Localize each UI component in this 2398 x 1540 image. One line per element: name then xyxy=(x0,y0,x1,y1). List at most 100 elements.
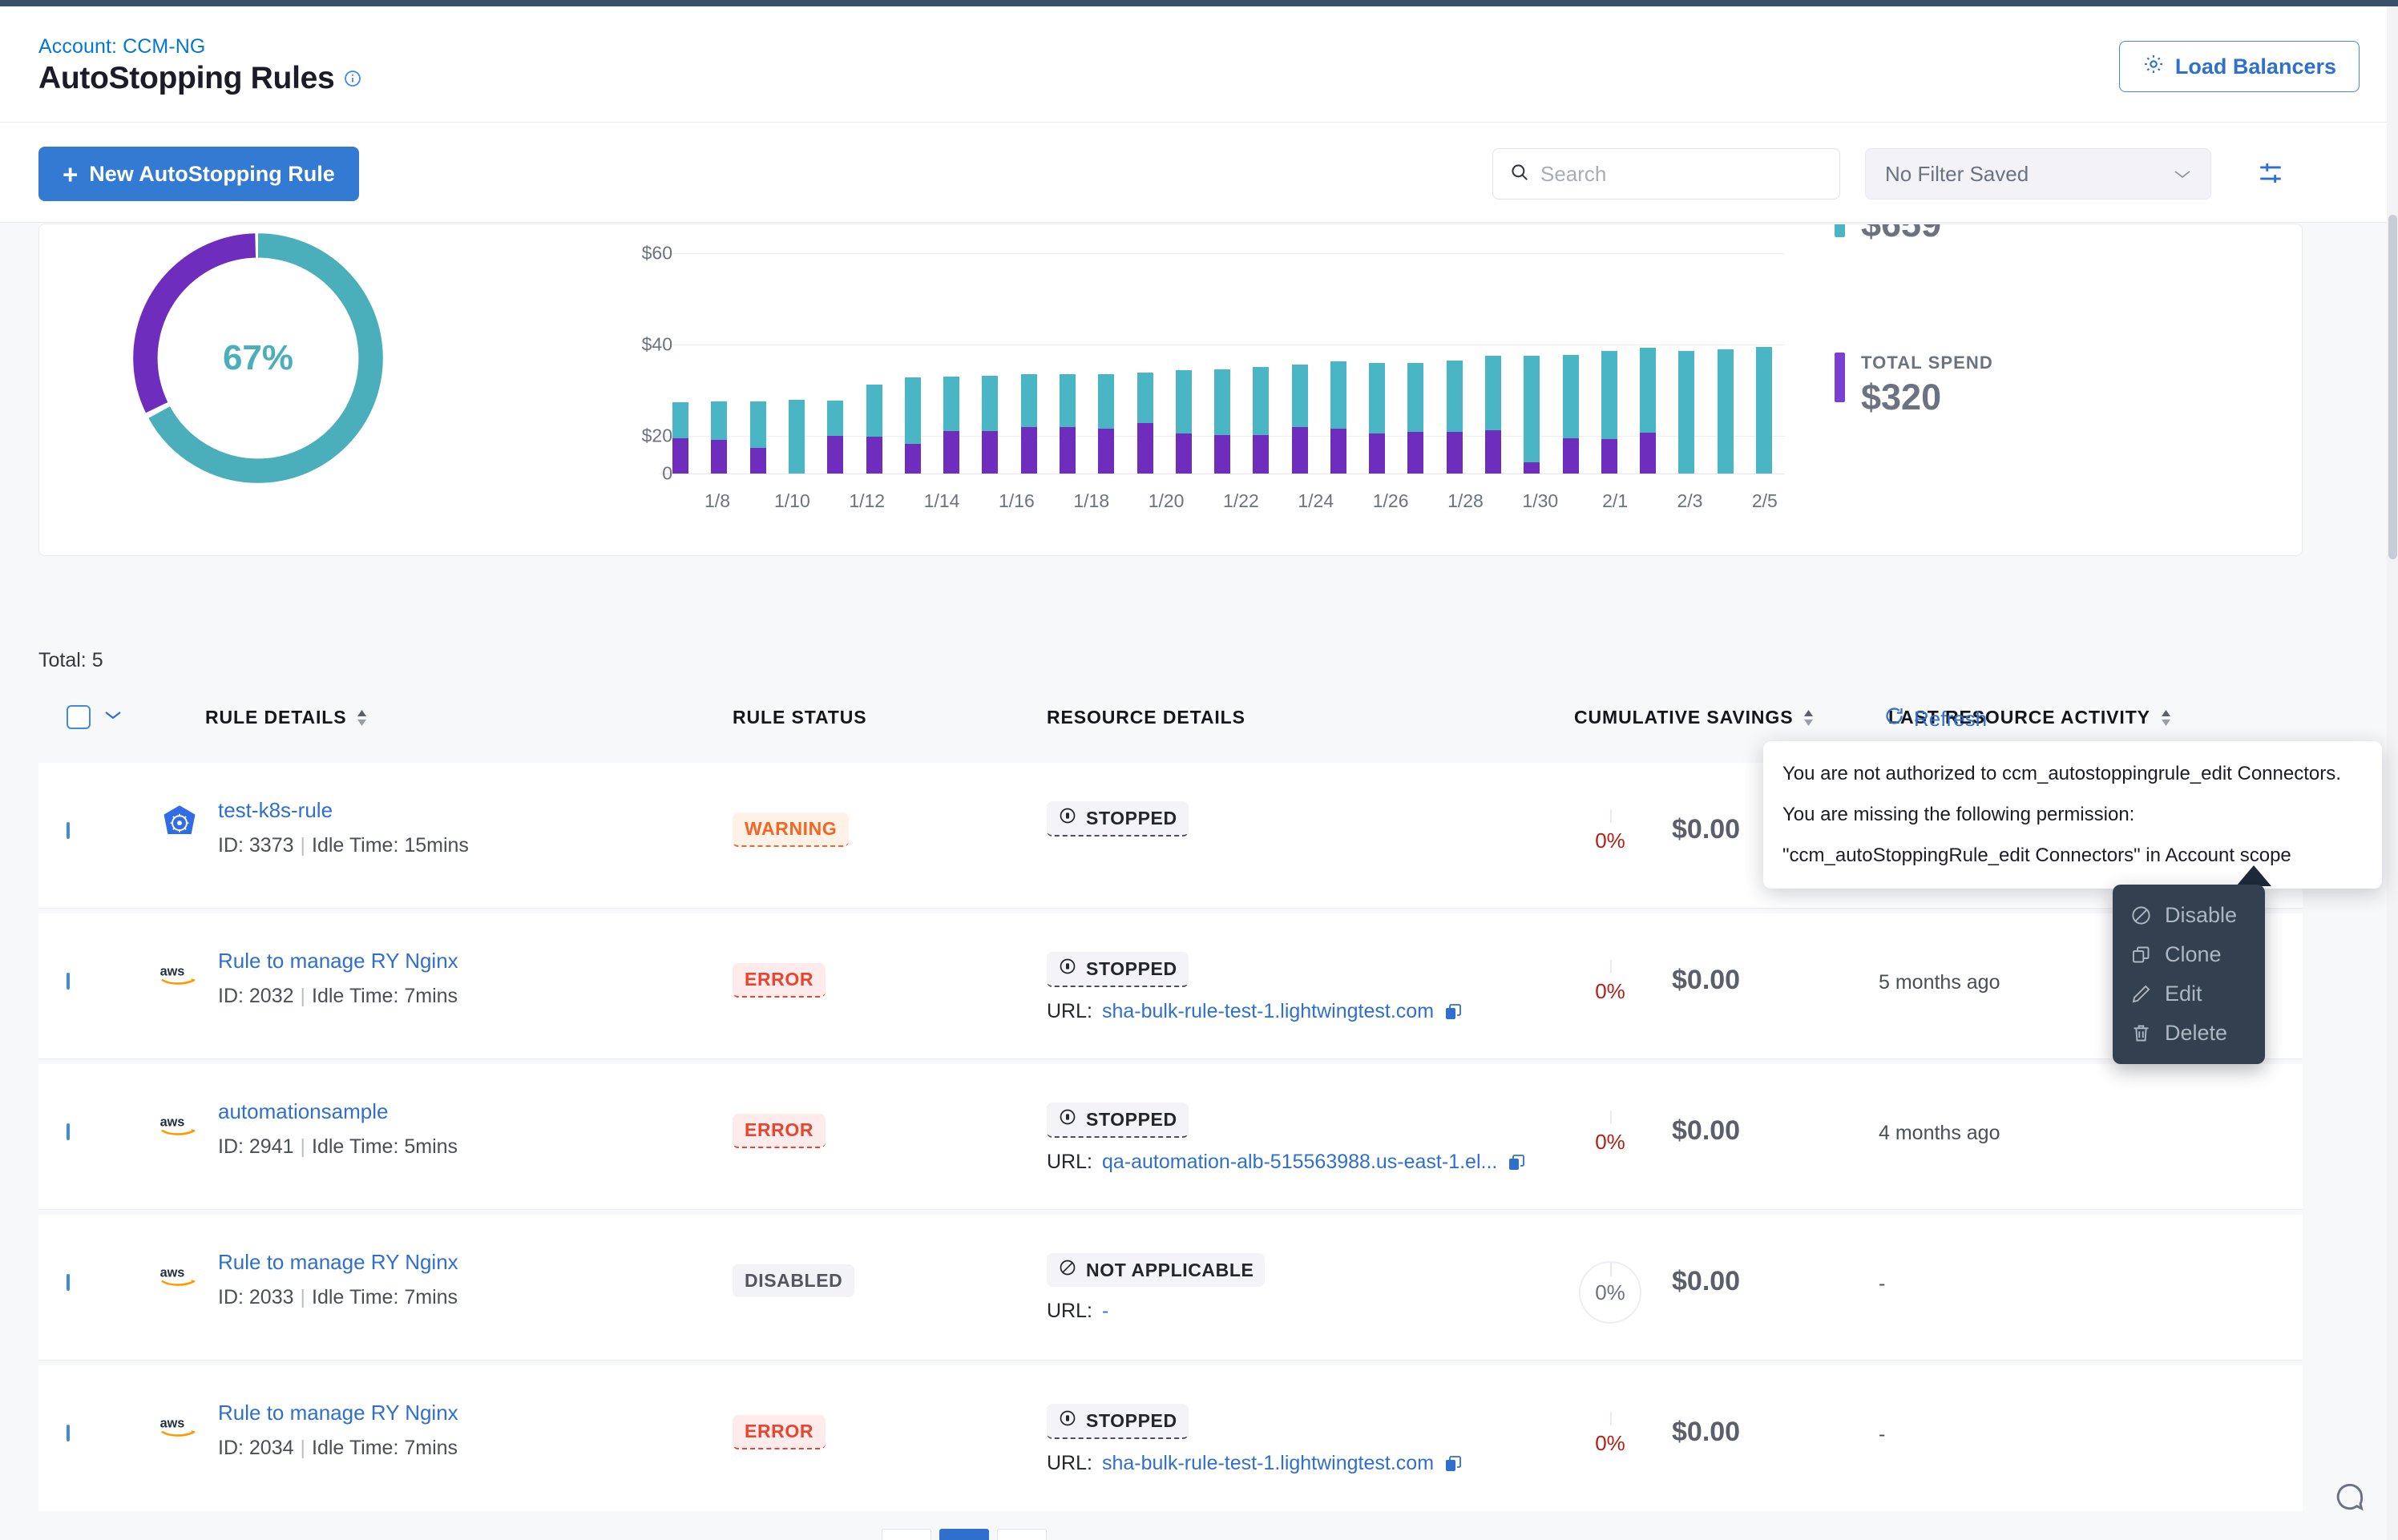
bar-segment-savings xyxy=(1717,349,1734,474)
bar-segment-spend xyxy=(982,431,999,474)
resource-state-badge[interactable]: STOPPED xyxy=(1047,801,1189,837)
x-tick-label xyxy=(1709,490,1746,512)
status-badge[interactable]: WARNING xyxy=(733,812,850,847)
rule-name-link[interactable]: Rule to manage RY Nginx xyxy=(218,949,458,973)
rule-name-link[interactable]: automationsample xyxy=(218,1099,389,1123)
table-row[interactable]: aws Rule to manage RY Nginx ID: 2032 | Idl… xyxy=(38,913,2303,1059)
x-tick-label xyxy=(1559,490,1597,512)
row-checkbox[interactable] xyxy=(67,973,70,990)
saved-filter-select[interactable]: No Filter Saved xyxy=(1865,148,2211,200)
column-label: CUMULATIVE SAVINGS xyxy=(1574,707,1794,728)
table-row[interactable]: aws Rule to manage RY Nginx ID: 2034 | Idl… xyxy=(38,1365,2303,1511)
account-breadcrumb[interactable]: Account: CCM-NG xyxy=(38,35,206,58)
page-scrollbar-track[interactable] xyxy=(2387,6,2398,1540)
row-checkbox[interactable] xyxy=(67,1425,70,1441)
copy-icon[interactable] xyxy=(1443,1002,1463,1022)
pagination-prev[interactable] xyxy=(882,1529,931,1540)
resource-state-badge[interactable]: STOPPED xyxy=(1047,952,1189,987)
bar-segment-savings xyxy=(866,385,882,437)
resource-url-link[interactable]: qa-automation-alb-515563988.us-east-1.el… xyxy=(1101,1151,1498,1173)
bar-column xyxy=(1241,288,1280,474)
resource-url-link[interactable]: sha-bulk-rule-test-1.lightwingtest.com xyxy=(1101,1000,1435,1022)
bar-column xyxy=(1165,288,1203,474)
total-count-label: Total: 5 xyxy=(38,649,103,671)
row-checkbox-cell[interactable] xyxy=(67,973,70,990)
row-checkbox-cell[interactable] xyxy=(67,1123,70,1140)
row-actions-kebab-button[interactable] xyxy=(2260,1415,2305,1460)
row-actions-kebab-button[interactable] xyxy=(2260,1264,2305,1309)
bar-segment-spend xyxy=(711,440,728,474)
new-autostopping-rule-button[interactable]: + New AutoStopping Rule xyxy=(38,147,359,201)
resource-url-link[interactable]: - xyxy=(1101,1300,1109,1322)
x-tick-label xyxy=(661,490,699,512)
rule-status-cell: DISABLED xyxy=(733,1264,855,1297)
table-row[interactable]: aws Rule to manage RY Nginx ID: 2033 | Idl… xyxy=(38,1215,2303,1361)
select-all-checkbox[interactable] xyxy=(67,705,91,729)
column-header-cumulative-savings[interactable]: CUMULATIVE SAVINGS xyxy=(1574,707,1815,728)
row-checkbox[interactable] xyxy=(67,1274,70,1291)
resource-details-cell: STOPPED URL: qa-automation-alb-515563988… xyxy=(1047,1103,1526,1174)
status-badge[interactable]: ERROR xyxy=(733,1415,826,1449)
copy-icon[interactable] xyxy=(1507,1153,1526,1172)
bar-segment-savings xyxy=(1640,347,1657,433)
search-input[interactable] xyxy=(1540,161,1805,187)
context-menu-item-clone[interactable]: Clone xyxy=(2113,935,2265,974)
column-label: RULE DETAILS xyxy=(205,707,347,728)
table-row[interactable]: aws automationsample ID: 2941 | Idle Time:… xyxy=(38,1064,2303,1210)
sort-arrows-icon xyxy=(2160,708,2172,728)
savings-percent-label: 0% xyxy=(1595,1280,1625,1304)
cumulative-savings-percent: 0% xyxy=(1579,1111,1641,1173)
row-checkbox-cell[interactable] xyxy=(67,822,70,839)
context-menu-item-delete[interactable]: Delete xyxy=(2113,1014,2265,1053)
context-menu-item-disable[interactable]: Disable xyxy=(2113,896,2265,935)
rule-id: ID: 2941 xyxy=(218,1135,294,1158)
new-rule-label: New AutoStopping Rule xyxy=(89,161,335,186)
svg-text:aws: aws xyxy=(160,1417,185,1431)
status-badge[interactable]: ERROR xyxy=(733,963,826,998)
bar-segment-spend xyxy=(1407,432,1424,474)
support-chat-icon[interactable] xyxy=(2331,1479,2366,1514)
savings-percent-label: 0% xyxy=(1595,1129,1625,1154)
url-prefix-label: URL: xyxy=(1047,1000,1092,1022)
rule-status-cell: ERROR xyxy=(733,1114,826,1148)
pagination-current[interactable] xyxy=(939,1529,989,1540)
resource-url-link[interactable]: sha-bulk-rule-test-1.lightwingtest.com xyxy=(1101,1452,1435,1474)
row-checkbox[interactable] xyxy=(67,1123,70,1140)
resource-state-badge[interactable]: STOPPED xyxy=(1047,1404,1189,1439)
select-all-cell[interactable] xyxy=(67,705,122,729)
status-badge[interactable]: ERROR xyxy=(733,1114,826,1148)
x-tick-label: 1/18 xyxy=(1073,490,1110,511)
pagination-next[interactable] xyxy=(997,1529,1047,1540)
context-menu-item-edit[interactable]: Edit xyxy=(2113,974,2265,1014)
filter-settings-button[interactable] xyxy=(2248,152,2293,197)
chevron-down-icon[interactable] xyxy=(104,710,122,724)
load-balancers-button[interactable]: Load Balancers xyxy=(2118,41,2360,92)
row-checkbox-cell[interactable] xyxy=(67,1274,70,1291)
trash-icon xyxy=(2130,1022,2152,1044)
bar-segment-savings xyxy=(1756,347,1773,474)
resource-state-badge[interactable]: STOPPED xyxy=(1047,1103,1189,1138)
rule-name-link[interactable]: Rule to manage RY Nginx xyxy=(218,1250,458,1274)
x-tick-label: 1/24 xyxy=(1298,490,1334,511)
row-checkbox-cell[interactable] xyxy=(67,1425,70,1441)
info-circle-icon[interactable] xyxy=(343,69,362,88)
rule-name-link[interactable]: test-k8s-rule xyxy=(218,798,333,822)
column-header-last-resource-activity[interactable]: LAST RESOURCE ACTIVITY xyxy=(1888,707,2172,728)
row-actions-kebab-button[interactable] xyxy=(2260,1114,2305,1159)
column-header-rule-details[interactable]: RULE DETAILS xyxy=(205,707,368,728)
x-tick-label xyxy=(886,490,923,512)
bar-segment-savings xyxy=(1291,364,1308,427)
row-checkbox[interactable] xyxy=(67,822,70,839)
rule-name-link[interactable]: Rule to manage RY Nginx xyxy=(218,1401,458,1425)
search-box[interactable] xyxy=(1492,148,1840,200)
pagination[interactable] xyxy=(882,1529,1047,1540)
status-badge[interactable]: DISABLED xyxy=(733,1264,855,1297)
page-scrollbar-thumb[interactable] xyxy=(2388,215,2397,559)
bar-segment-savings xyxy=(1407,362,1424,433)
x-tick-label xyxy=(1110,490,1148,512)
refresh-button[interactable]: Refresh xyxy=(1883,705,1987,732)
rule-status-cell: ERROR xyxy=(733,1415,826,1449)
resource-state-badge[interactable]: NOT APPLICABLE xyxy=(1047,1253,1266,1287)
bar-column xyxy=(661,288,700,474)
copy-icon[interactable] xyxy=(1443,1454,1463,1473)
